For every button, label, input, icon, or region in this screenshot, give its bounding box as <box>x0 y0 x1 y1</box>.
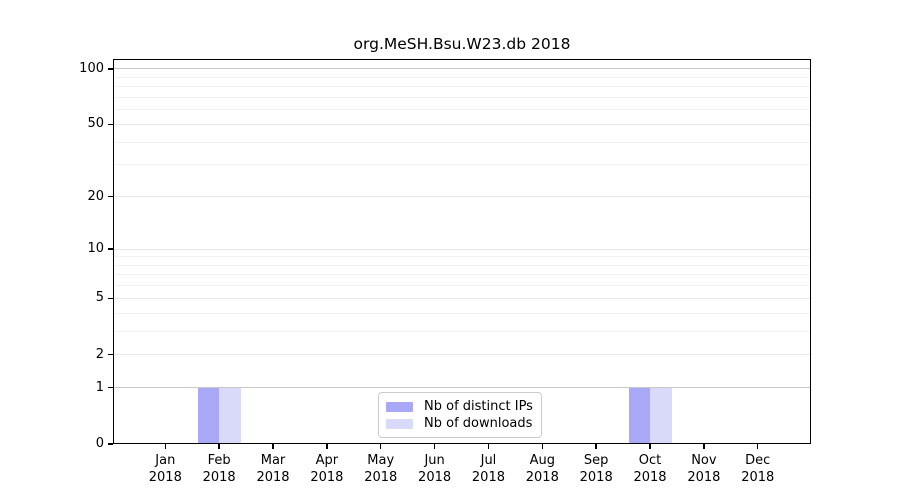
legend-label-downloads: Nb of downloads <box>424 416 533 431</box>
y-tick-label-50: 50 <box>87 116 104 132</box>
y-tick-1 <box>108 386 113 389</box>
y-tick-100 <box>108 68 113 70</box>
x-tick-jan <box>164 444 166 449</box>
bar-distinct-ips-oct <box>628 387 651 444</box>
x-tick-label-apr: Apr 2018 <box>310 453 344 485</box>
gridline-y-40 <box>113 141 811 143</box>
gridline-y-10 <box>113 248 811 250</box>
y-tick-label-0: 0 <box>95 436 104 451</box>
y-tick-20 <box>108 195 113 198</box>
gridline-y-9 <box>113 256 811 258</box>
x-tick-feb <box>218 444 220 449</box>
x-tick-oct <box>649 444 651 449</box>
x-tick-label-nov: Nov 2018 <box>687 453 721 485</box>
y-tick-label-1: 1 <box>95 379 104 395</box>
x-tick-jul <box>487 444 490 449</box>
gridline-y-90 <box>113 76 811 78</box>
gridline-y-60 <box>113 109 811 111</box>
x-tick-label-aug: Aug 2018 <box>525 453 559 485</box>
gridline-y-8 <box>113 264 811 266</box>
gridline-y-6 <box>113 285 811 287</box>
legend: Nb of distinct IPs Nb of downloads <box>378 392 542 438</box>
y-tick-label-5: 5 <box>95 290 104 306</box>
gridline-y-100 <box>113 68 811 70</box>
y-tick-50 <box>108 123 113 126</box>
gridline-y-3 <box>113 330 811 332</box>
legend-label-distinct-ips: Nb of distinct IPs <box>424 399 533 414</box>
gridline-y-70 <box>113 96 811 98</box>
x-tick-label-dec: Dec 2018 <box>741 453 775 485</box>
x-tick-jun <box>433 444 436 449</box>
gridline-y-4 <box>113 312 811 314</box>
y-tick-5 <box>108 297 113 300</box>
x-tick-mar <box>272 444 274 449</box>
gridline-y-30 <box>113 164 811 166</box>
gridline-y-20 <box>113 196 811 197</box>
x-tick-label-jul: Jul 2018 <box>471 453 505 485</box>
bar-downloads-feb <box>219 387 241 444</box>
distinct-ips-swatch <box>386 402 413 412</box>
y-tick-label-2: 2 <box>95 346 104 362</box>
x-tick-nov <box>703 444 705 449</box>
downloads-swatch <box>386 419 413 429</box>
x-tick-label-sep: Sep 2018 <box>579 453 613 485</box>
x-tick-aug <box>541 444 543 449</box>
bar-downloads-oct <box>650 387 672 444</box>
x-tick-may <box>380 444 382 449</box>
x-tick-label-mar: Mar 2018 <box>256 453 290 485</box>
chart-title: org.MeSH.Bsu.W23.db 2018 <box>353 35 571 53</box>
x-tick-sep <box>595 444 597 449</box>
gridline-y-1 <box>113 387 811 389</box>
gridline-y-5 <box>113 297 811 299</box>
bar-distinct-ips-feb <box>197 387 220 444</box>
x-tick-apr <box>326 444 328 449</box>
x-tick-label-jan: Jan 2018 <box>148 453 182 485</box>
gridline-y-80 <box>113 86 811 88</box>
x-tick-label-feb: Feb 2018 <box>202 453 236 485</box>
y-tick-10 <box>108 248 113 250</box>
legend-item-downloads: Nb of downloads <box>386 416 533 432</box>
x-tick-label-may: May 2018 <box>364 453 398 485</box>
gridline-y-7 <box>113 274 811 276</box>
y-tick-label-100: 100 <box>79 60 104 76</box>
y-tick-label-10: 10 <box>87 241 104 257</box>
x-tick-label-oct: Oct 2018 <box>633 453 667 485</box>
x-tick-label-jun: Jun 2018 <box>418 453 452 485</box>
y-tick-label-20: 20 <box>87 188 104 204</box>
x-tick-dec <box>757 444 759 449</box>
gridline-y-2 <box>113 354 811 356</box>
y-tick-0 <box>108 443 113 445</box>
legend-item-distinct-ips: Nb of distinct IPs <box>386 399 533 415</box>
gridline-y-50 <box>113 123 811 125</box>
y-tick-2 <box>108 353 113 356</box>
